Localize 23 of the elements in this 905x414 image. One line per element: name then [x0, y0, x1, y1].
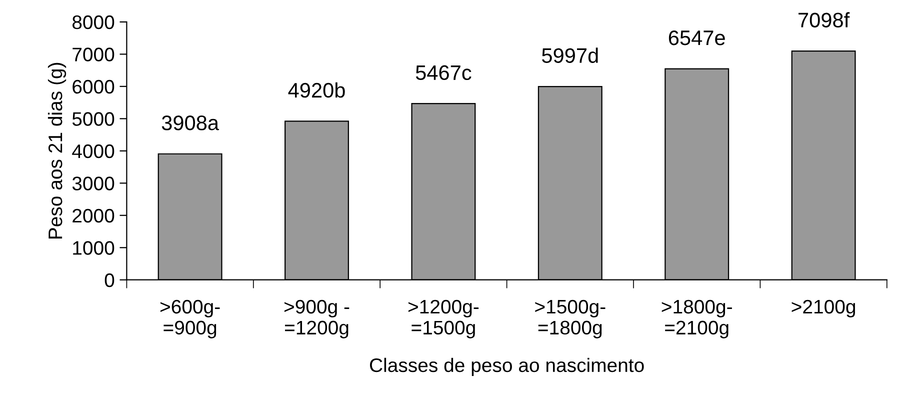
data-label: 5997d [542, 48, 598, 63]
y-tick-label: 5000 [72, 112, 114, 126]
y-tick-label: 8000 [72, 15, 114, 30]
x-axis-title: Classes de peso ao nascimento [370, 358, 644, 376]
x-tick-label: >1800g- =2100g [662, 300, 732, 338]
x-tick-label: >900g - =1200g [284, 300, 350, 338]
data-label: 4920b [288, 82, 345, 98]
y-tick-label: 2000 [72, 208, 114, 223]
data-label: 7098f [798, 12, 850, 28]
x-tick-label: >1500g- =1800g [535, 300, 606, 338]
y-axis-title: Peso aos 21 dias (g) [48, 62, 66, 238]
y-tick-label: 3000 [72, 176, 114, 190]
data-label: 6547e [668, 30, 725, 46]
data-label: 3908a [162, 116, 220, 130]
x-tick-label: >600g- =900g [160, 300, 220, 338]
y-tick-label: 1000 [73, 241, 114, 255]
x-tick-label: >1200g- =1500g [408, 300, 479, 338]
data-label: 5467c [416, 65, 472, 80]
x-tick-label: >2100g [792, 300, 856, 318]
y-tick-label: 4000 [72, 144, 114, 158]
y-tick-label: 6000 [72, 80, 114, 94]
y-tick-label: 7000 [72, 48, 114, 62]
y-tick-label: 0 [104, 273, 114, 288]
